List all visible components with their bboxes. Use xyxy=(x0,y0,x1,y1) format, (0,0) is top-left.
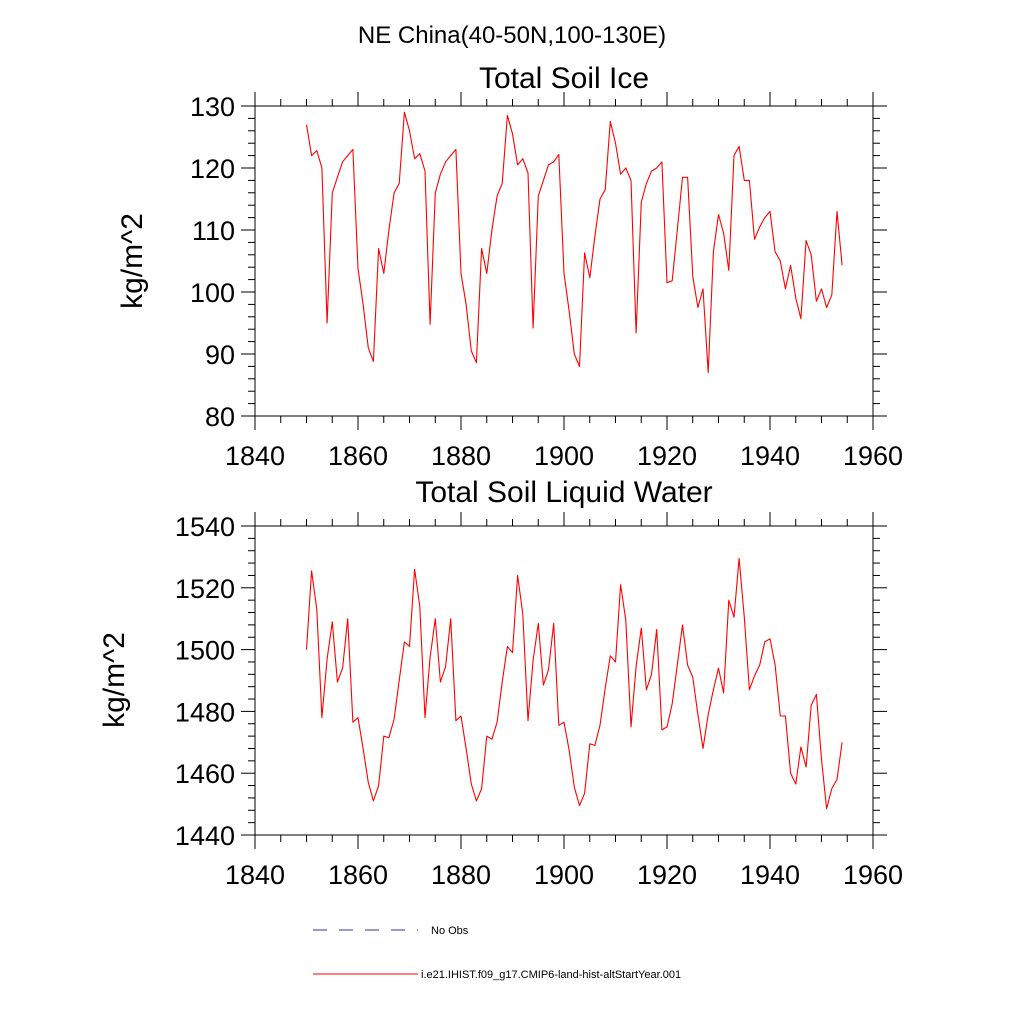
y-tick-label: 1480 xyxy=(175,697,235,727)
legend-label-no-obs: No Obs xyxy=(431,925,469,937)
panel-soil-liquid-water: Total Soil Liquid Water 1840 1860 1880 1900… xyxy=(98,476,903,890)
y-tick-label: 120 xyxy=(190,154,235,184)
y-tick-label: 100 xyxy=(190,278,235,308)
x-tick-label: 1940 xyxy=(740,441,800,471)
panel-soil-ice: Total Soil Ice 1840 1860 1880 1900 1920 1940 1… xyxy=(116,62,903,471)
legend: No Obs i.e21.IHIST.f09_g17.CMIP6-land-hi… xyxy=(313,925,681,981)
y-tick-label: 1440 xyxy=(175,821,235,851)
panel-title: Total Soil Ice xyxy=(479,62,649,95)
x-tick-label: 1880 xyxy=(431,860,491,890)
y-tick-label: 110 xyxy=(192,216,235,246)
x-tick-label: 1880 xyxy=(431,441,491,471)
plot-area: 1840 1860 1880 1900 1920 1940 1960 1440 1460 1480… xyxy=(175,512,903,890)
y-tick-label: 1460 xyxy=(175,759,235,789)
series-line xyxy=(305,557,843,810)
x-tick-label: 1900 xyxy=(534,860,594,890)
panel-title: Total Soil Liquid Water xyxy=(415,476,712,509)
x-tick-label: 1860 xyxy=(328,441,388,471)
x-tick-label: 1840 xyxy=(225,860,285,890)
x-tick-label: 1960 xyxy=(843,441,903,471)
y-tick-label: 80 xyxy=(205,402,235,432)
plot-area: 1840 1860 1880 1900 1920 1940 1960 80 90 100 110 12… xyxy=(190,92,903,471)
y-tick-label: 90 xyxy=(205,340,235,370)
y-axis-label: kg/m^2 xyxy=(116,213,149,309)
figure-title: NE China(40-50N,100-130E) xyxy=(358,22,666,49)
x-tick-label: 1960 xyxy=(843,860,903,890)
y-tick-label: 1500 xyxy=(175,636,235,666)
series-line xyxy=(305,111,843,374)
plot-frame xyxy=(254,525,874,836)
x-tick-label: 1940 xyxy=(740,860,800,890)
x-tick-label: 1860 xyxy=(328,860,388,890)
y-tick-label: 130 xyxy=(190,92,235,122)
x-tick-label: 1920 xyxy=(637,441,697,471)
x-tick-label: 1920 xyxy=(637,860,697,890)
y-tick-label: 1520 xyxy=(175,574,235,604)
x-tick-label: 1840 xyxy=(225,441,285,471)
y-axis-label: kg/m^2 xyxy=(98,632,131,728)
legend-label-model: i.e21.IHIST.f09_g17.CMIP6-land-hist-altS… xyxy=(421,969,681,981)
y-tick-label: 1540 xyxy=(175,512,235,542)
x-tick-label: 1900 xyxy=(534,441,594,471)
